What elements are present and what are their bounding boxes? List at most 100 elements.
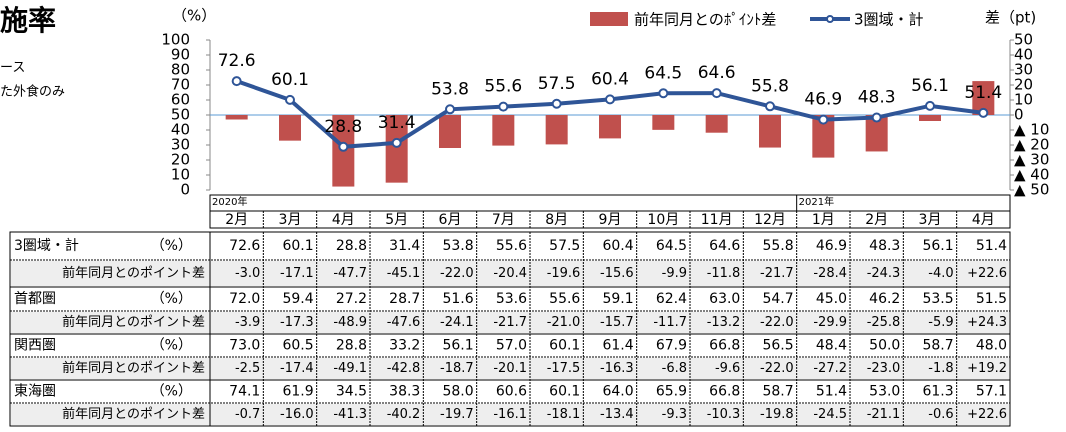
- legend-swatch: [590, 12, 628, 26]
- sub-row-bg: [11, 261, 1009, 286]
- table-cell: -20.4: [493, 266, 527, 281]
- table-cell: -28.4: [813, 266, 847, 281]
- table-cell: -4.0: [928, 266, 953, 281]
- table-cell: +24.3: [967, 315, 1007, 330]
- y-axis-label: （%）: [172, 7, 216, 25]
- x-tick-label: 9月: [599, 212, 622, 228]
- table-cell: -0.6: [928, 407, 953, 422]
- table-cell: -40.2: [387, 407, 421, 422]
- table-cell: -0.7: [235, 407, 260, 422]
- table-cell: -11.7: [653, 315, 687, 330]
- table-cell: 50.0: [869, 338, 900, 354]
- x-tick-label: 2月: [225, 212, 248, 228]
- table-cell: 58.7: [922, 338, 953, 354]
- table-cell: 60.1: [549, 338, 580, 354]
- table-cell: -47.6: [387, 315, 421, 330]
- bar: [652, 115, 675, 130]
- table-cell: 60.4: [602, 238, 633, 254]
- table-cell: -22.0: [760, 361, 794, 376]
- row-label: 前年同月とのポイント差: [62, 265, 205, 281]
- data-label: 55.8: [751, 76, 789, 96]
- marker: [605, 94, 615, 105]
- row-label: 前年同月とのポイント差: [62, 314, 205, 330]
- table-cell: 51.4: [976, 238, 1007, 254]
- table-cell: 33.2: [389, 338, 420, 354]
- y-tick-label: 0: [180, 181, 190, 199]
- table-cell: -20.1: [493, 361, 527, 376]
- bar: [812, 115, 835, 158]
- table-cell: 55.8: [762, 238, 793, 254]
- marker: [711, 88, 722, 99]
- table-cell: 60.6: [496, 384, 527, 400]
- table-cell: 73.0: [229, 338, 260, 354]
- sub-row-bg: [11, 404, 1009, 425]
- table-cell: -3.0: [235, 266, 260, 281]
- table-cell: 61.9: [282, 384, 313, 400]
- table-cell: 46.9: [816, 238, 847, 254]
- table-cell: 45.0: [816, 291, 847, 307]
- data-label: 64.6: [698, 63, 736, 83]
- table-cell: 67.9: [656, 338, 687, 354]
- table-cell: 51.4: [816, 384, 847, 400]
- table-cell: 53.5: [922, 291, 953, 307]
- bar: [439, 115, 461, 148]
- table-cell: -19.8: [760, 407, 794, 422]
- x-tick-label: 4月: [972, 212, 995, 228]
- table-cell: -2.5: [235, 361, 260, 376]
- sub-row-bg: [11, 358, 1009, 379]
- y-tick-label: 10: [171, 166, 190, 184]
- row-unit: （%）: [151, 338, 192, 354]
- table-cell: -45.1: [387, 266, 421, 281]
- table-cell: -42.8: [387, 361, 421, 376]
- marker: [658, 88, 669, 99]
- table-cell: -48.9: [333, 315, 367, 330]
- marker: [818, 114, 829, 125]
- table-cell: 59.4: [282, 291, 313, 307]
- table-cell: -17.3: [280, 315, 314, 330]
- y2-tick-label: 50: [1014, 31, 1033, 49]
- y2-tick-label: ▲ 30: [1014, 151, 1049, 169]
- table-cell: -16.1: [493, 407, 527, 422]
- table-cell: -17.5: [547, 361, 581, 376]
- table-cell: 31.4: [389, 238, 420, 254]
- table-cell: 62.4: [656, 291, 687, 307]
- bar: [705, 115, 728, 133]
- table-cell: 58.0: [442, 384, 473, 400]
- table-cell: -17.1: [280, 266, 314, 281]
- table-cell: -24.5: [813, 407, 847, 422]
- table-cell: 74.1: [229, 384, 260, 400]
- bar: [919, 115, 941, 121]
- table-cell: -21.7: [493, 315, 527, 330]
- marker: [231, 76, 242, 87]
- table-cell: 28.8: [336, 338, 367, 354]
- bar: [545, 115, 568, 145]
- table-cell: 28.7: [389, 291, 420, 307]
- table-cell: 63.0: [709, 291, 740, 307]
- table-cell: -11.8: [707, 266, 741, 281]
- table-cell: -27.2: [813, 361, 847, 376]
- table-cell: 48.0: [976, 338, 1007, 354]
- y2-tick-label: 30: [1014, 61, 1033, 79]
- x-tick-label: 5月: [385, 212, 408, 228]
- bar: [385, 115, 408, 183]
- y-tick-label: 50: [171, 106, 190, 124]
- table-cell: -5.9: [928, 315, 953, 330]
- y-tick-label: 100: [161, 31, 190, 49]
- y-tick-label: 20: [171, 151, 190, 169]
- table-cell: 48.3: [869, 238, 900, 254]
- y2-tick-label: 20: [1014, 76, 1033, 94]
- table-cell: 53.8: [442, 238, 473, 254]
- x-tick-label: 4月: [332, 212, 355, 228]
- table-cell: 53.6: [496, 291, 527, 307]
- table-cell: 55.6: [549, 291, 580, 307]
- table-cell: -10.3: [707, 407, 741, 422]
- table-cell: 60.5: [282, 338, 313, 354]
- marker: [871, 112, 882, 123]
- table-cell: 58.7: [762, 384, 793, 400]
- bar: [972, 81, 995, 115]
- table-cell: 64.0: [602, 384, 633, 400]
- table-cell: -18.7: [440, 361, 474, 376]
- sub-row-bg: [11, 312, 1009, 333]
- y-tick-label: 80: [171, 61, 190, 79]
- row-label: 関西圏: [14, 338, 56, 354]
